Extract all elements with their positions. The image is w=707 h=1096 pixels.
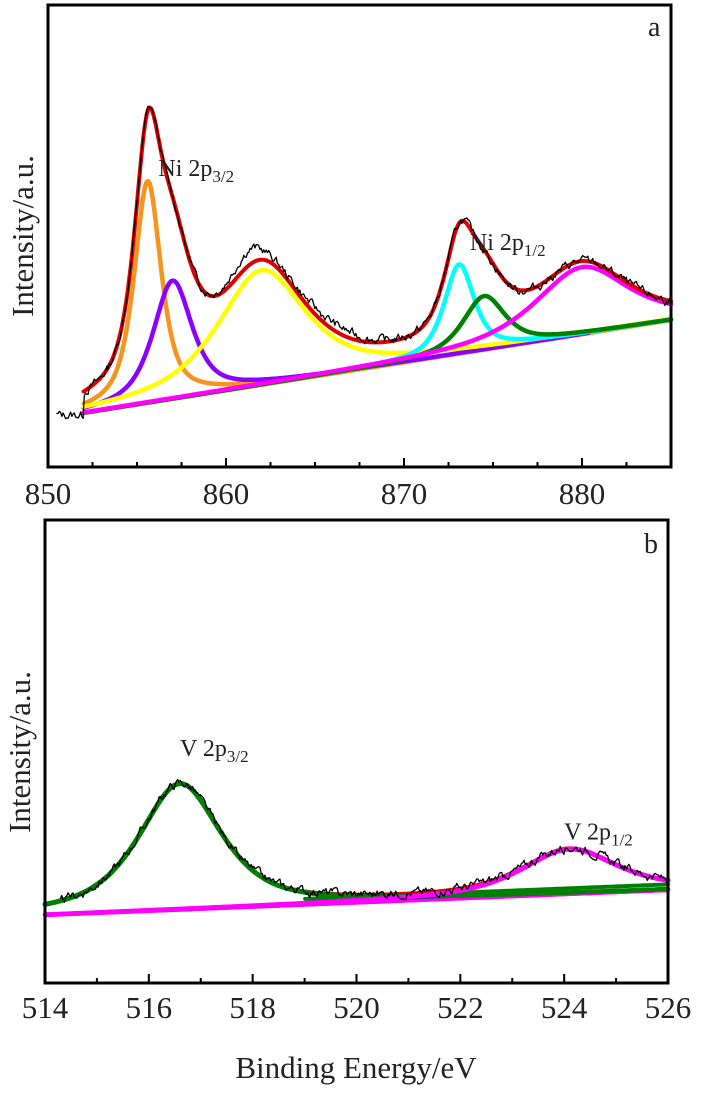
panel-b-curves — [42, 778, 671, 918]
component-peak — [81, 278, 592, 410]
panel-a-x-tick-labels: 850 860 870 880 — [25, 476, 606, 511]
panel-a-curves — [56, 105, 674, 420]
component-peak — [42, 846, 671, 917]
experimental-data — [56, 105, 671, 420]
panel-a-label: a — [648, 12, 661, 43]
x-tick-label: 516 — [126, 990, 173, 1025]
experimental-data — [59, 778, 669, 903]
x-tick-label: 526 — [645, 990, 692, 1025]
fit-envelope — [81, 105, 673, 394]
x-tick-label: 522 — [437, 990, 484, 1025]
panel-b-annotations: V 2p3/2 V 2p1/2 — [180, 736, 633, 849]
panel-b-x-ticks — [44, 974, 669, 983]
panel-a-frame — [46, 3, 673, 469]
x-tick-label: 514 — [22, 990, 69, 1025]
panel-a-y-axis-label: Intensity/a.u. — [5, 155, 40, 317]
x-tick-label: 880 — [559, 476, 606, 511]
component-peak — [81, 264, 674, 415]
panel-a-annotations: Ni 2p3/2 Ni 2p1/2 — [158, 156, 545, 260]
x-axis-label: Binding Energy/eV — [235, 1050, 477, 1085]
panel-a-x-ticks — [47, 458, 672, 467]
peak-label: V 2p1/2 — [564, 819, 633, 849]
component-peak-overlay — [42, 781, 416, 907]
panel-b-x-tick-labels: 514 516 518 520 522 524 526 — [22, 990, 692, 1025]
peak-label: Ni 2p1/2 — [470, 230, 546, 260]
panel-a-ni-2p: 850 860 870 880 a Intensity/a.u. Ni 2p3/2Ni… — [5, 3, 674, 511]
component-peak — [81, 293, 674, 416]
x-tick-label: 870 — [381, 476, 428, 511]
panel-b-y-axis-label: Intensity/a.u. — [2, 671, 37, 833]
peak-label: Ni 2p3/2 — [158, 156, 234, 186]
panel-b-label: b — [644, 529, 658, 560]
panel-b-frame — [43, 518, 670, 985]
x-tick-label: 860 — [203, 476, 250, 511]
peak-label: V 2p3/2 — [180, 736, 249, 766]
x-tick-label: 524 — [541, 990, 588, 1025]
panel-b-v-2p: 514 516 518 520 522 524 526 b Intensity/a.u. V… — [2, 518, 692, 1025]
x-tick-label: 520 — [333, 990, 380, 1025]
x-tick-label: 850 — [25, 476, 72, 511]
x-tick-label: 518 — [229, 990, 276, 1025]
